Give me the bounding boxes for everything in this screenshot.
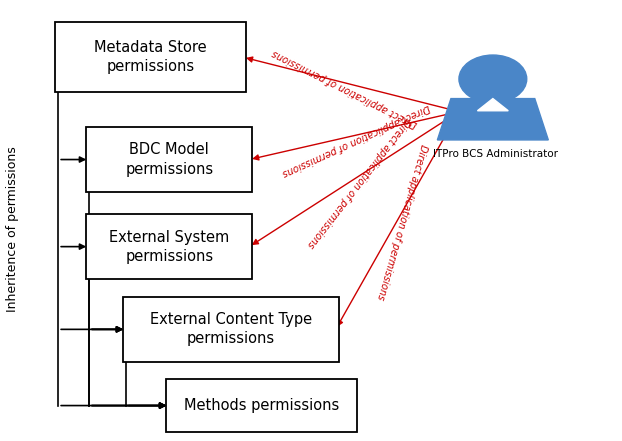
- Text: Direct application of permissions: Direct application of permissions: [305, 116, 412, 249]
- Polygon shape: [437, 99, 549, 140]
- FancyBboxPatch shape: [55, 22, 246, 92]
- Text: BDC Model
permissions: BDC Model permissions: [125, 142, 213, 177]
- Text: Metadata Store
permissions: Metadata Store permissions: [95, 40, 207, 74]
- Text: Direct application of permissions: Direct application of permissions: [375, 143, 429, 301]
- Text: Direct application of permissions: Direct application of permissions: [271, 47, 419, 128]
- Text: Direct application of permissions: Direct application of permissions: [281, 102, 432, 178]
- FancyBboxPatch shape: [86, 127, 253, 192]
- Text: External System
permissions: External System permissions: [109, 229, 230, 264]
- Text: Methods permissions: Methods permissions: [184, 398, 340, 413]
- FancyBboxPatch shape: [166, 379, 357, 432]
- FancyBboxPatch shape: [123, 297, 339, 362]
- FancyBboxPatch shape: [86, 214, 253, 279]
- Text: Inheritence of permissions: Inheritence of permissions: [6, 146, 19, 312]
- Text: External Content Type
permissions: External Content Type permissions: [150, 312, 312, 347]
- Circle shape: [459, 55, 527, 103]
- Polygon shape: [478, 99, 508, 111]
- Text: ITPro BCS Administrator: ITPro BCS Administrator: [434, 149, 559, 159]
